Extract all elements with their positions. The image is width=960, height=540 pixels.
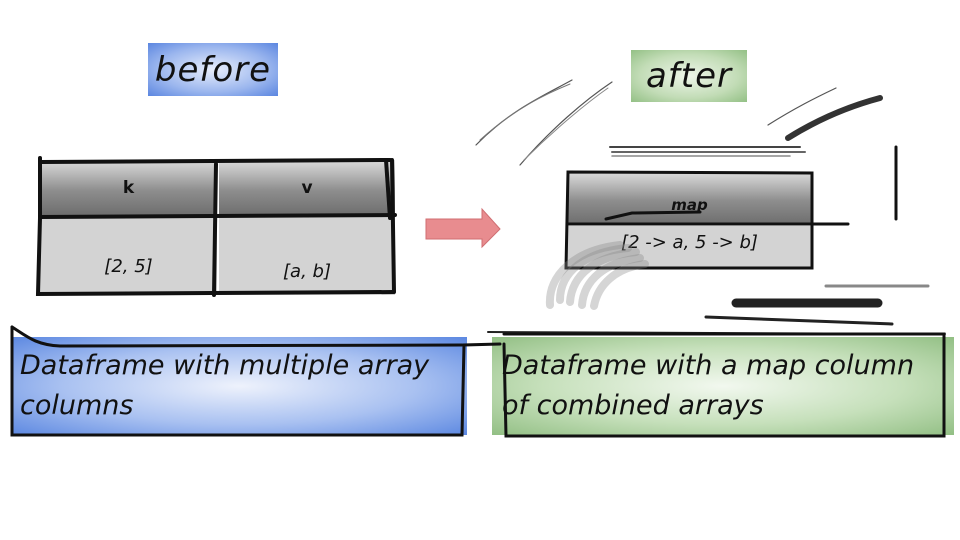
before-caption: Dataframe with multiple array columns [12,337,467,435]
data-cell-k: [2, 5] [40,217,217,295]
after-caption-line1: Dataframe with a map column [502,350,915,381]
header-cell-k: k [40,160,217,215]
header-cell-v: v [219,160,395,215]
data-cell-map: [2 -> a, 5 -> b] [567,226,812,269]
after-table: map [2 -> a, 5 -> b] [567,172,812,269]
after-caption-line2: of combined arrays [502,390,764,421]
after-title: after [631,50,747,102]
before-title: before [148,43,278,96]
before-caption-line1: Dataframe with multiple array [20,350,430,381]
header-cell-map: map [567,172,812,224]
right-arrow-icon [425,207,501,249]
after-caption: Dataframe with a map column of combined … [492,337,954,435]
data-cell-v: [a, b] [219,217,395,295]
before-caption-line2: columns [20,390,134,421]
before-table: k v [2, 5] [a, b] [40,160,395,295]
